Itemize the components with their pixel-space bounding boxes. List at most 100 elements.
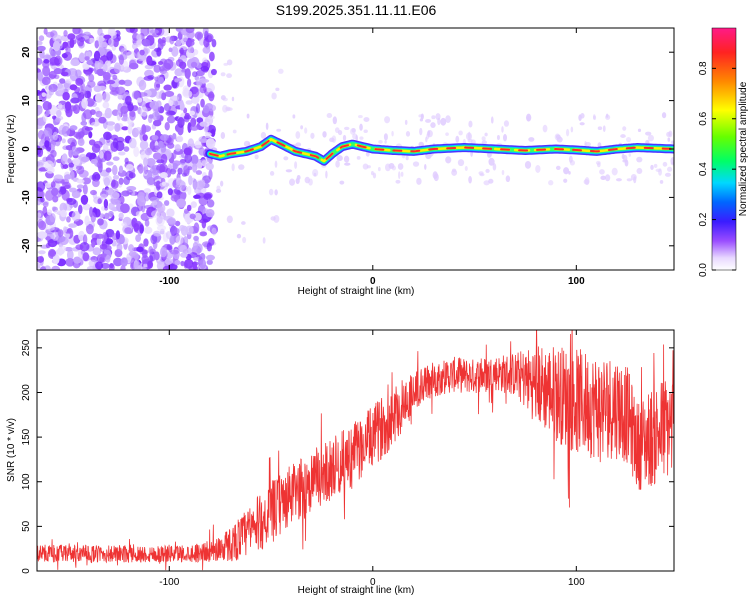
noise-blob <box>137 163 144 174</box>
noise-blob <box>41 92 47 97</box>
noise-blob <box>65 78 73 84</box>
noise-blob <box>109 90 119 95</box>
noise-blob <box>52 115 57 120</box>
noise-blob <box>211 39 217 48</box>
noise-blob <box>138 79 147 91</box>
noise-blob <box>104 238 114 245</box>
noise-blob <box>647 134 654 142</box>
y-tick-label: 0 <box>21 568 32 574</box>
noise-blob <box>158 76 164 85</box>
noise-blob <box>124 227 132 234</box>
noise-blob <box>419 127 423 136</box>
y-tick-label: 50 <box>21 520 32 532</box>
noise-blob <box>193 235 199 242</box>
noise-blob <box>189 213 196 220</box>
noise-blob <box>194 31 204 40</box>
noise-blob <box>308 178 313 186</box>
noise-blob <box>312 168 319 177</box>
noise-blob <box>78 170 89 178</box>
noise-blob <box>363 117 370 122</box>
noise-blob <box>80 120 88 126</box>
noise-blob <box>329 137 335 143</box>
noise-blob <box>430 122 436 128</box>
noise-blob <box>75 244 84 250</box>
noise-blob <box>501 170 505 176</box>
noise-blob <box>93 140 103 149</box>
noise-blob <box>62 226 68 233</box>
noise-blob <box>80 194 89 205</box>
colorbar: 0.0 0.2 0.4 0.6 0.8 Normalized spectral ampl… <box>698 27 749 277</box>
noise-blob <box>61 125 71 137</box>
noise-blob <box>199 231 208 237</box>
noise-blob <box>163 84 172 91</box>
noise-blob <box>97 85 107 91</box>
noise-blob <box>136 33 142 41</box>
noise-blob <box>112 164 118 176</box>
noise-blob <box>152 152 162 160</box>
noise-blob <box>70 170 75 181</box>
spectrogram-x-ticks: -100 0 100 <box>159 28 585 287</box>
noise-blob <box>73 131 81 138</box>
x-tick-label: 0 <box>370 276 376 287</box>
noise-blob <box>358 114 363 119</box>
noise-blob <box>190 86 200 98</box>
x-tick-label: -100 <box>159 577 179 588</box>
noise-blob <box>182 90 193 98</box>
noise-blob <box>125 170 134 181</box>
noise-blob <box>139 49 145 56</box>
noise-blob <box>188 175 193 186</box>
noise-blob <box>120 203 130 214</box>
noise-blob <box>131 90 140 100</box>
noise-blob <box>418 114 423 118</box>
noise-blob <box>139 224 144 234</box>
noise-blob <box>123 79 133 87</box>
noise-blob <box>69 125 78 131</box>
noise-blob <box>555 165 561 171</box>
y-tick-label: 0 <box>21 146 32 152</box>
noise-blob <box>145 158 156 167</box>
noise-blob <box>111 199 121 206</box>
noise-blob <box>241 221 246 225</box>
colorbar-tick-label: 0.0 <box>698 263 709 277</box>
noise-blob <box>42 206 48 217</box>
noise-blob <box>90 189 97 196</box>
noise-blob <box>61 189 70 201</box>
noise-blob <box>76 37 85 47</box>
noise-blob <box>185 225 194 235</box>
noise-blob <box>222 97 228 102</box>
noise-blob <box>226 73 233 79</box>
noise-blob <box>59 78 66 84</box>
noise-blob <box>167 142 175 149</box>
noise-blob <box>98 36 103 47</box>
noise-blob <box>215 188 222 194</box>
noise-blob <box>201 61 209 68</box>
colorbar-tick-label: 0.4 <box>698 162 709 176</box>
noise-blob <box>246 113 250 119</box>
noise-blob <box>595 160 601 165</box>
noise-blob <box>232 129 237 134</box>
noise-blob <box>169 95 180 102</box>
noise-blob <box>149 29 159 34</box>
noise-blob <box>579 122 585 126</box>
noise-blob <box>174 220 181 227</box>
noise-blob <box>85 223 94 235</box>
noise-blob <box>62 91 70 101</box>
noise-blob <box>597 126 603 131</box>
noise-blob <box>157 60 164 66</box>
noise-blob <box>637 128 642 133</box>
noise-blob <box>44 182 52 188</box>
noise-blob <box>569 160 576 166</box>
noise-blob <box>57 103 63 110</box>
noise-blob <box>196 117 204 124</box>
noise-blob <box>176 198 187 208</box>
noise-blob <box>114 123 121 132</box>
noise-blob <box>322 131 327 138</box>
noise-blob <box>175 235 185 245</box>
noise-blob <box>108 210 114 218</box>
noise-blob <box>220 180 224 187</box>
noise-blob <box>166 115 176 124</box>
noise-blob <box>93 50 101 62</box>
noise-blob <box>192 163 198 173</box>
noise-blob <box>67 33 76 41</box>
